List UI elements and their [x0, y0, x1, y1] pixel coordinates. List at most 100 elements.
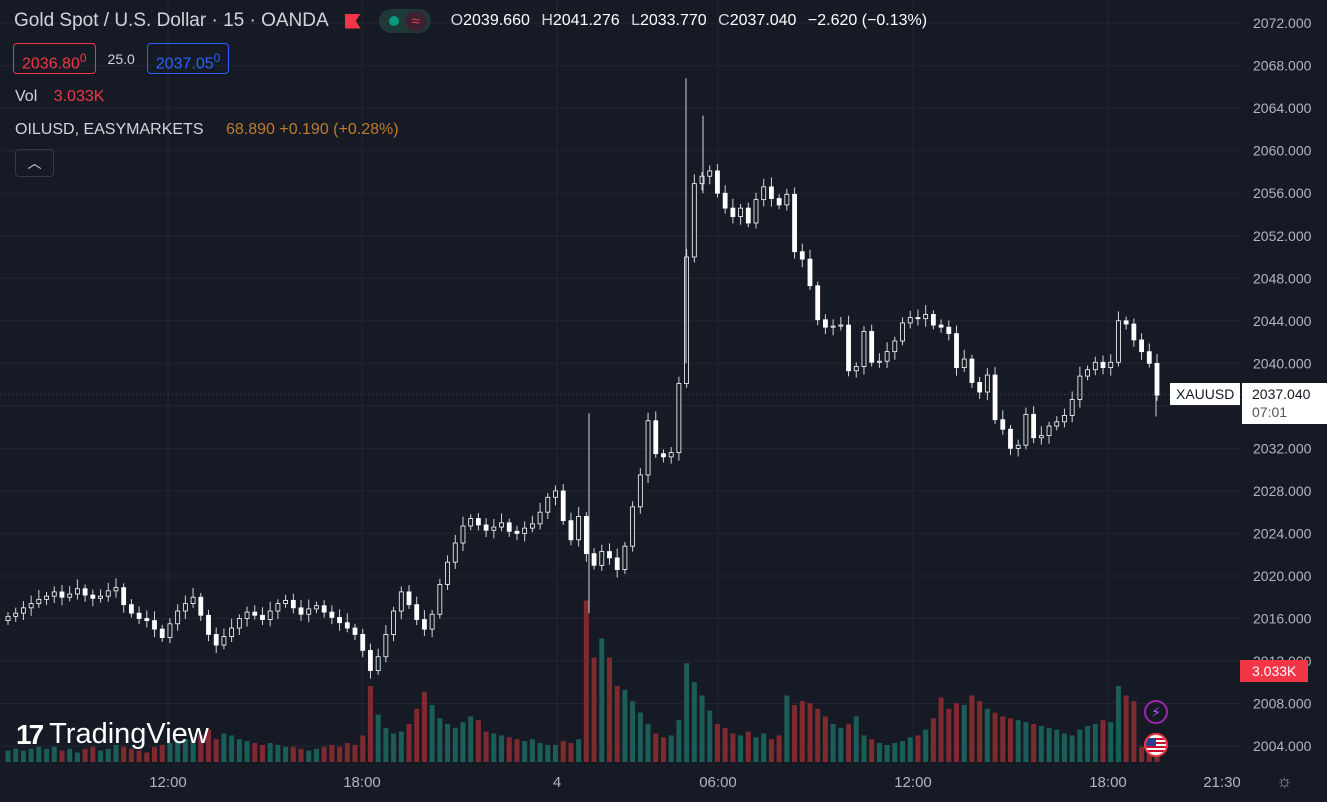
candle-body — [707, 170, 713, 177]
volume-bar — [830, 724, 836, 762]
volume-bar — [421, 691, 427, 762]
candle-body — [1023, 413, 1029, 446]
candle-body — [190, 596, 196, 604]
flag-icon[interactable] — [344, 13, 361, 29]
candle-body — [468, 518, 474, 527]
candle-body — [1131, 323, 1137, 341]
volume-bar — [367, 686, 373, 762]
candle-body — [206, 614, 211, 635]
collapse-legend-button[interactable]: ︿ — [15, 149, 54, 177]
volume-bar — [630, 701, 636, 762]
volume-bar — [553, 744, 559, 762]
volume-bar — [267, 743, 273, 762]
volume-bar — [113, 744, 119, 762]
candle-body — [229, 627, 235, 637]
buy-button[interactable]: 2037.050 — [146, 43, 230, 74]
volume-bar — [1115, 686, 1121, 762]
lightning-event-icon[interactable]: ⚡ — [1144, 700, 1168, 724]
us-flag-event-icon[interactable] — [1144, 733, 1168, 757]
candle-body — [699, 175, 705, 185]
volume-bar — [20, 750, 26, 762]
candle-body — [337, 617, 342, 624]
volume-bar — [398, 731, 404, 762]
volume-bar — [892, 743, 898, 762]
y-tick-label: 2052.000 — [1253, 228, 1312, 244]
volume-bar — [614, 686, 620, 762]
candle-body — [915, 317, 921, 320]
volume-bar — [691, 682, 697, 762]
candle-body — [460, 525, 466, 544]
volume-bar — [1054, 729, 1060, 762]
volume-bar — [406, 724, 412, 762]
volume-bar — [445, 724, 451, 762]
candle-body — [406, 591, 412, 606]
x-tick-label: 12:00 — [149, 774, 187, 791]
candle-body — [861, 331, 867, 367]
candle-body — [152, 620, 157, 630]
y-tick-label: 2008.000 — [1253, 696, 1312, 712]
candle-body — [823, 319, 828, 328]
volume-bar — [352, 744, 358, 762]
candle-body — [1085, 369, 1090, 377]
candle-body — [414, 604, 420, 620]
compare-legend[interactable]: OILUSD, EASYMARKETS 68.890 +0.190 (+0.28… — [15, 121, 399, 139]
candle-body — [599, 551, 605, 566]
volume-bar — [1023, 722, 1029, 762]
last-price-tag: 2037.040 07:01 — [1242, 383, 1327, 424]
x-tick-label: 12:00 — [894, 774, 932, 791]
candle-body — [1008, 428, 1013, 449]
candle-body — [529, 523, 535, 529]
candle-body — [560, 490, 566, 522]
candle-body — [776, 198, 782, 206]
candle-body — [128, 604, 134, 614]
candle-body — [846, 324, 851, 372]
volume-bar — [468, 716, 474, 762]
candle-body — [1100, 361, 1106, 368]
sell-button[interactable]: 2036.800 — [13, 43, 96, 74]
volume-legend[interactable]: Vol 3.033K — [15, 88, 104, 106]
volume-bar — [190, 737, 196, 762]
volume-value: 3.033K — [53, 88, 105, 105]
volume-bar — [745, 731, 751, 762]
candle-body — [252, 611, 258, 616]
volume-bar — [576, 739, 582, 762]
volume-bar — [961, 705, 967, 762]
volume-bar — [82, 748, 88, 762]
volume-bar — [74, 752, 80, 762]
compare-price: 68.890 — [225, 121, 275, 138]
candle-body — [113, 587, 119, 592]
volume-bar — [676, 720, 682, 762]
candle-body — [607, 551, 612, 559]
candle-body — [398, 591, 404, 612]
market-status-pill[interactable]: ≈ — [378, 9, 431, 33]
volume-bar — [537, 743, 543, 762]
volume-bar — [653, 733, 659, 762]
trade-panel: 2036.800 25.0 2037.050 — [13, 43, 230, 74]
candle-body — [13, 612, 19, 617]
candle-body — [1046, 425, 1052, 437]
volume-bar — [977, 701, 983, 762]
candle-body — [491, 526, 497, 531]
candle-body — [884, 351, 890, 362]
candle-body — [892, 340, 898, 353]
volume-bar — [275, 744, 281, 762]
candle-body — [715, 170, 720, 194]
x-tick-label: 18:00 — [1089, 774, 1127, 791]
candle-body — [761, 186, 767, 201]
tradingview-logo[interactable]: 17 TradingView — [16, 718, 209, 751]
volume-bar — [645, 724, 651, 762]
gear-icon[interactable]: ☼ — [1276, 771, 1293, 791]
candle-body — [144, 618, 150, 622]
candle-body — [1069, 399, 1075, 416]
volume-bar — [244, 741, 250, 762]
volume-bar — [992, 712, 998, 762]
candle-body — [483, 524, 489, 531]
volume-bar — [876, 743, 882, 762]
y-tick-label: 2048.000 — [1253, 270, 1312, 286]
candle-body — [730, 207, 736, 218]
tradingview-logo-icon: 17 — [16, 718, 44, 750]
volume-bar — [915, 735, 921, 762]
volume-bar — [714, 724, 720, 762]
symbol-title[interactable]: Gold Spot / U.S. Dollar · 15 · OANDA — [14, 10, 329, 31]
